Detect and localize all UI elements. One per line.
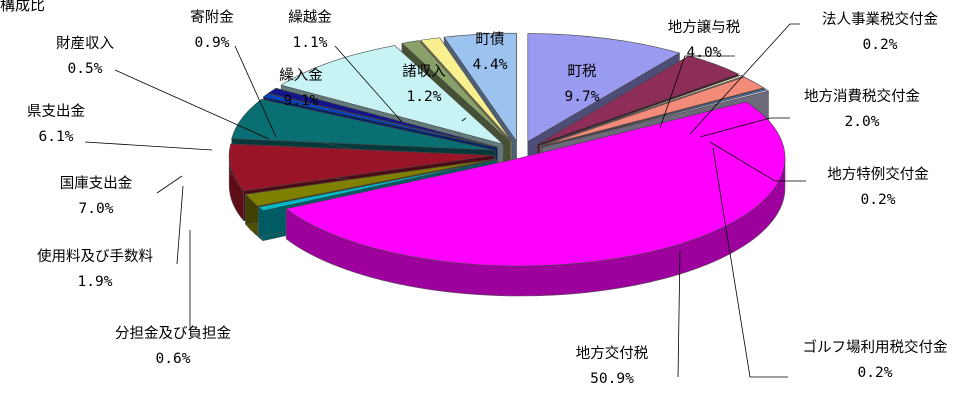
leader-line-4 [709, 141, 806, 182]
slice-3 [540, 76, 765, 147]
slice-label-name: ゴルフ場利用税交付金 [803, 338, 948, 356]
leader-line-10 [84, 141, 213, 151]
slice-label-name: 諸収入 [402, 63, 446, 80]
slice-label-name: 地方消費税交付金 [804, 87, 920, 105]
slice-9 [228, 143, 495, 192]
slice-label-name: 町債 [476, 31, 505, 48]
slice-label-name: 県支出金 [27, 103, 85, 120]
slice-label-name: 繰越金 [288, 9, 332, 26]
leader-lines [84, 23, 806, 378]
slice-label-value: 1.2% [407, 89, 442, 105]
slice-0 [527, 33, 681, 143]
slice-label-value: 4.0% [687, 45, 722, 61]
slice-label-value: 0.2% [858, 365, 893, 381]
slice-label-value: 9.7% [565, 89, 600, 105]
slice-labels: 町税 9.7% 地方譲与税 4.0% 法人事業税交付金 0.2% 地方消費税交付金 2.0% 地… [27, 8, 948, 387]
slice-label-value: 0.2% [863, 37, 898, 53]
slice-label-name: 使用料及び手数料 [37, 248, 153, 265]
slice-label-name: 分担金及び負担金 [115, 325, 231, 342]
leader-line-3 [699, 117, 790, 138]
leader-line-14 [334, 45, 403, 123]
slice-label-value: 6.1% [39, 129, 74, 145]
slice-16 [443, 32, 517, 143]
slice-7 [257, 159, 497, 212]
slice-label-value: 4.4% [473, 57, 508, 73]
slice-label-value: 0.6% [156, 351, 191, 367]
slice-5 [542, 89, 770, 148]
leader-line-12 [234, 45, 277, 138]
slice-10 [231, 99, 496, 151]
leader-line-5 [712, 147, 788, 378]
slice-label-name: 地方譲与税 [668, 19, 741, 36]
slice-label-name: 法人事業税交付金 [822, 10, 938, 28]
slice-label-name: 寄附金 [190, 8, 234, 26]
slice-label-name: 地方特例交付金 [827, 165, 929, 183]
slice-label-value: 0.5% [68, 61, 103, 77]
slice-6 [285, 101, 786, 267]
leader-line-1 [659, 55, 735, 129]
leader-line-6 [677, 249, 681, 378]
corner-caption: 構成比 [0, 0, 46, 14]
slice-14 [401, 40, 511, 143]
slice-label-value: 1.9% [78, 274, 113, 290]
slice-label-value: 0.9% [195, 35, 230, 51]
slice-13 [280, 45, 504, 145]
leader-line-9 [156, 175, 183, 194]
slice-label-value: 1.1% [293, 35, 328, 51]
slice-label-name: 地方交付税 [576, 344, 649, 362]
slice-8 [244, 158, 497, 207]
slice-label-value: 2.0% [845, 114, 880, 130]
slice-label-name: 財産収入 [56, 35, 114, 52]
pie-slices [228, 32, 786, 297]
slice-label-name: 繰入金 [279, 67, 323, 84]
leader-line-2 [689, 23, 800, 135]
slice-label-name: 町税 [568, 63, 597, 80]
slice-label-value: 9.1% [284, 93, 319, 109]
slice-11 [262, 93, 498, 148]
slice-label-value: 7.0% [79, 201, 114, 217]
slice-12 [267, 87, 498, 148]
slice-15 [420, 37, 513, 142]
leader-line-8 [176, 185, 184, 265]
leader-line-16 [461, 117, 467, 122]
leader-line-11 [114, 69, 270, 140]
slice-label-value: 50.9% [590, 371, 634, 387]
slice-label-name: 国庫支出金 [60, 175, 133, 192]
slice-label-value: 0.2% [861, 192, 896, 208]
